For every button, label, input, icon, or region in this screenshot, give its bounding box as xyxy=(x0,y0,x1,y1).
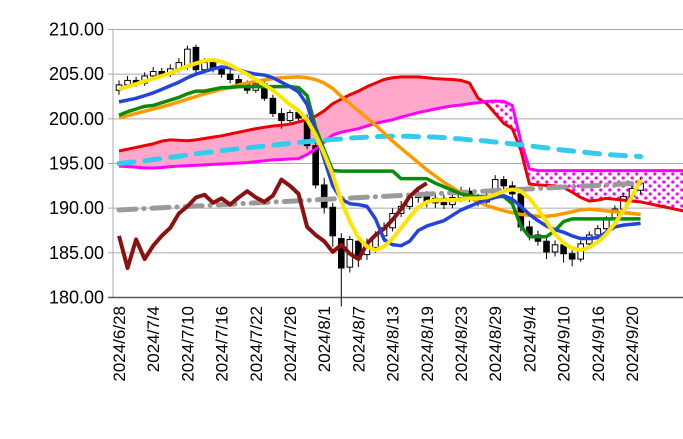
fast-ma-line xyxy=(118,57,643,253)
candle xyxy=(543,236,550,260)
x-axis-tick-label: 2024/9/20 xyxy=(623,306,642,382)
x-axis-tick-label: 2024/6/28 xyxy=(110,306,129,382)
candle xyxy=(226,69,234,84)
x-axis-tick-label: 2024/8/13 xyxy=(384,306,403,382)
chikou-span-line xyxy=(117,177,428,271)
candle xyxy=(192,44,200,74)
x-axis-tick-label: 2024/7/26 xyxy=(281,306,300,382)
y-axis-tick-label: 190.00 xyxy=(49,198,104,218)
x-axis-tick-label: 2024/7/4 xyxy=(144,306,163,372)
x-axis-tick-label: 2024/8/19 xyxy=(418,306,437,382)
y-axis-tick-label: 200.00 xyxy=(49,109,104,129)
long-ma-dashdot-line xyxy=(116,180,644,213)
indicator-lines xyxy=(116,57,683,271)
x-axis-tick-label: 2024/9/10 xyxy=(555,306,574,382)
candle xyxy=(269,94,277,118)
candle xyxy=(329,202,337,247)
ichimoku-cloud xyxy=(119,76,683,211)
y-axis-tick-label: 180.00 xyxy=(49,288,104,308)
candle xyxy=(286,109,294,125)
candle xyxy=(568,249,576,267)
x-axis-labels: 2024/6/28 2024/7/4 2024/7/10 2024/7/16 2024/… xyxy=(110,306,642,382)
x-axis-tick-label: 2024/8/1 xyxy=(315,306,334,372)
x-axis-tick-label: 2024/8/7 xyxy=(349,306,368,372)
x-axis-tick-label: 2024/9/4 xyxy=(520,306,539,372)
candle xyxy=(551,240,559,257)
x-axis-tick-label: 2024/8/23 xyxy=(452,306,471,382)
y-axis-labels: 210.00 205.00 200.00 195.00 190.00 185.00 180.… xyxy=(49,20,104,308)
candle xyxy=(320,177,328,214)
senkou-span-a-line xyxy=(118,75,683,213)
senkou-span-b-line xyxy=(118,99,683,173)
y-axis-tick-label: 210.00 xyxy=(49,20,104,40)
y-axis-tick-label: 205.00 xyxy=(49,64,104,84)
y-axis-tick-label: 185.00 xyxy=(49,243,104,263)
x-axis-tick-label: 2024/9/16 xyxy=(589,306,608,382)
x-axis-tick-label: 2024/7/16 xyxy=(213,306,232,382)
mid-ma-line xyxy=(118,75,641,218)
x-axis-tick-label: 2024/7/10 xyxy=(178,306,197,382)
x-axis-tick-label: 2024/8/29 xyxy=(486,306,505,382)
x-axis-tick-label: 2024/7/22 xyxy=(247,306,266,382)
y-axis-tick-label: 195.00 xyxy=(49,154,104,174)
candle xyxy=(500,176,508,190)
slow-ma-dashed-line xyxy=(116,133,644,167)
